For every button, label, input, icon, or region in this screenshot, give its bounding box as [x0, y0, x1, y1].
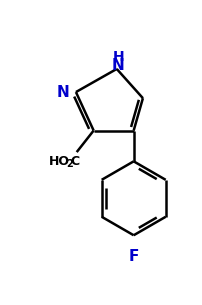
Text: C: C — [70, 155, 79, 168]
Text: N: N — [111, 58, 124, 74]
Text: N: N — [57, 84, 69, 99]
Text: H: H — [112, 50, 123, 64]
Text: HO: HO — [49, 155, 70, 168]
Text: F: F — [128, 249, 138, 264]
Text: 2: 2 — [66, 160, 72, 169]
